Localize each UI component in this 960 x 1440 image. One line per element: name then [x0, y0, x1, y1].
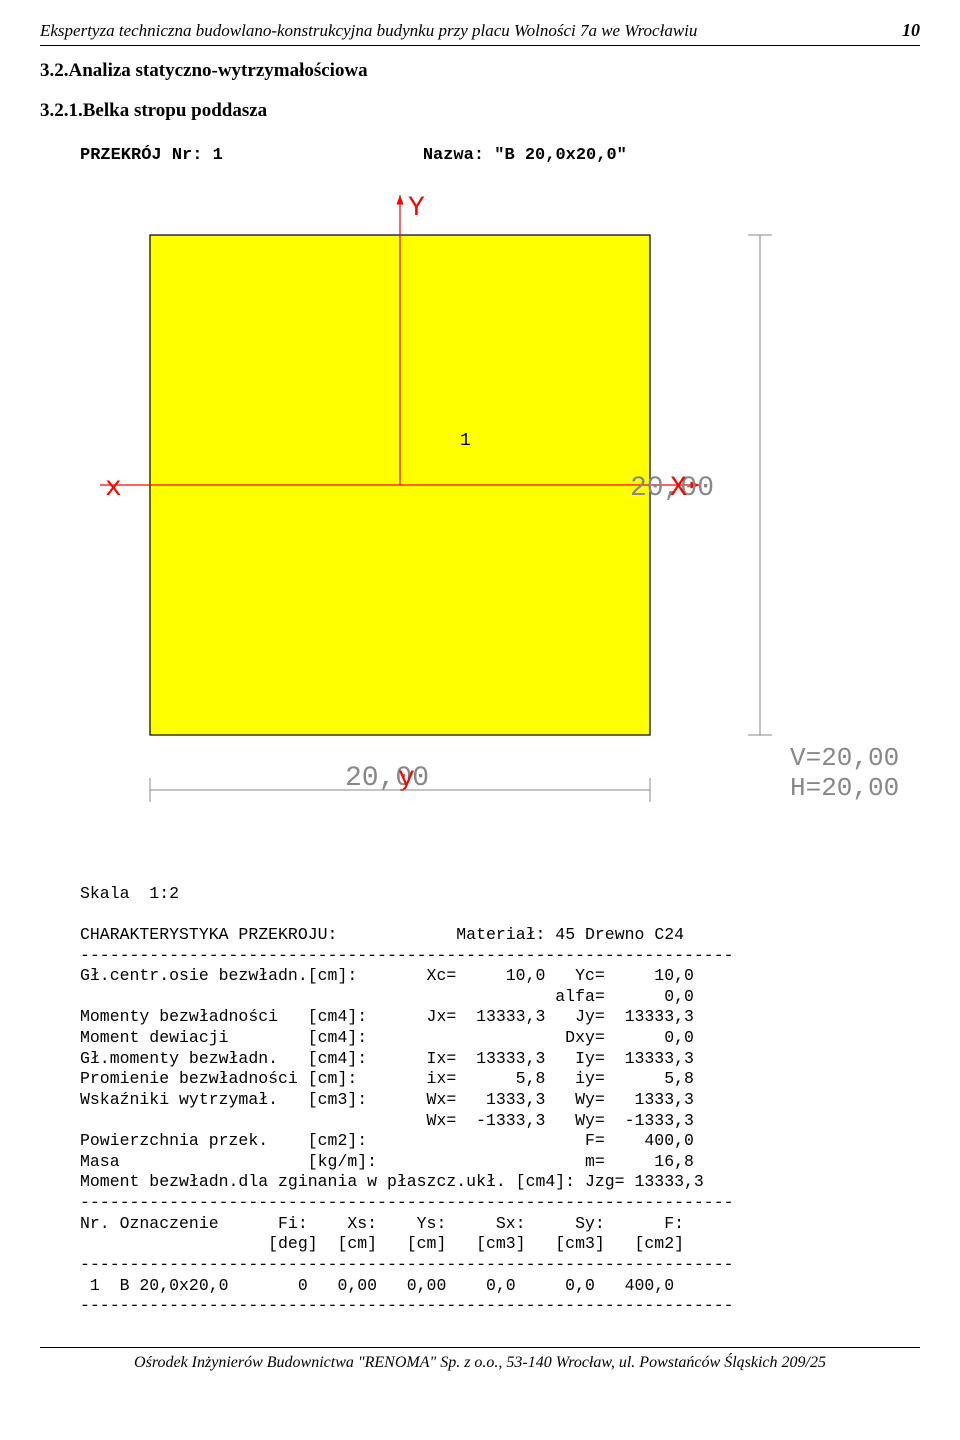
przekroj-row: PRZEKRÓJ Nr: 1 Nazwa: "B 20,0x20,0" — [40, 146, 920, 165]
table-row: 1 B 20,0x20,0 0 0,00 0,00 0,0 0,0 400,0 — [80, 1276, 674, 1295]
line1: Gł.centr.osie bezwładn.[cm]: Xc= 10,0 Yc… — [80, 966, 694, 985]
subsection-title: 3.2.1.Belka stropu poddasza — [40, 100, 920, 122]
y-bottom-label: y — [398, 763, 415, 794]
sep2: ----------------------------------------… — [80, 1193, 734, 1212]
section-title: 3.2.Analiza statyczno-wytrzymałościowa — [40, 60, 920, 82]
line11: Moment bezwładn.dla zginania w płaszcz.u… — [80, 1172, 704, 1191]
cross-section-diagram: 1 Y x 20,00 X 20,00 y V=20,00 H=20,00 — [40, 175, 920, 855]
sep1: ----------------------------------------… — [80, 946, 734, 965]
sep4: ----------------------------------------… — [80, 1296, 734, 1315]
page-footer: Ośrodek Inżynierów Budownictwa "RENOMA" … — [40, 1347, 920, 1372]
line10: Masa [kg/m]: m= 16,8 — [80, 1152, 694, 1171]
page-header: Ekspertyza techniczna budowlano-konstruk… — [40, 20, 920, 46]
header-title: Ekspertyza techniczna budowlano-konstruk… — [40, 21, 697, 41]
line6: Promienie bezwładności [cm]: ix= 5,8 iy=… — [80, 1069, 694, 1088]
center-mark: 1 — [460, 431, 471, 451]
line2: alfa= 0,0 — [80, 987, 694, 1006]
line4: Moment dewiacji [cm4]: Dxy= 0,0 — [80, 1028, 694, 1047]
page-number: 10 — [902, 20, 920, 41]
sep3: ----------------------------------------… — [80, 1255, 734, 1274]
dim-h-label: H=20,00 — [790, 773, 899, 803]
line3: Momenty bezwładności [cm4]: Jx= 13333,3 … — [80, 1007, 694, 1026]
line8: Wx= -1333,3 Wy= -1333,3 — [80, 1111, 694, 1130]
y-top-label: Y — [408, 193, 425, 224]
przekroj-label: PRZEKRÓJ Nr: 1 — [80, 146, 223, 165]
przekroj-name: Nazwa: "B 20,0x20,0" — [423, 146, 627, 165]
line7: Wskaźniki wytrzymał. [cm3]: Wx= 1333,3 W… — [80, 1090, 694, 1109]
table-head: Nr. Oznaczenie Fi: Xs: Ys: Sx: Sy: F: — [80, 1214, 684, 1233]
x-left-label: x — [105, 473, 122, 504]
char-line: CHARAKTERYSTYKA PRZEKROJU: Materiał: 45 … — [80, 925, 684, 944]
dim-y-gray: 20,00 — [345, 763, 429, 794]
skala: Skala 1:2 — [80, 884, 179, 903]
line5: Gł.momenty bezwładn. [cm4]: Ix= 13333,3 … — [80, 1049, 694, 1068]
x-right-label: X — [670, 473, 687, 504]
dim-v-label: V=20,00 — [790, 743, 899, 773]
mono-block: Skala 1:2 CHARAKTERYSTYKA PRZEKROJU: Mat… — [40, 863, 920, 1317]
line9: Powierzchnia przek. [cm2]: F= 400,0 — [80, 1131, 694, 1150]
diagram-svg: 1 Y x 20,00 X 20,00 y V=20,00 H=20,00 — [40, 175, 920, 855]
table-units: [deg] [cm] [cm] [cm3] [cm3] [cm2] — [80, 1234, 684, 1253]
